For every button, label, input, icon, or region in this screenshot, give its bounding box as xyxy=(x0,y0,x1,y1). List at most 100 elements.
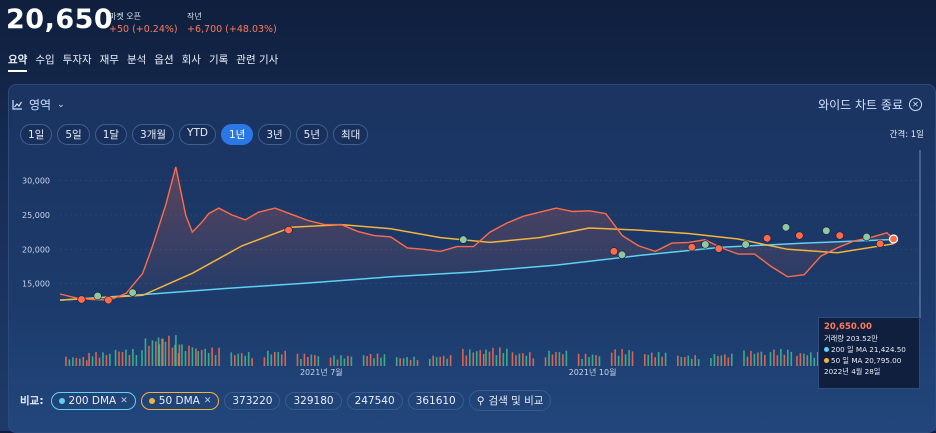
volume-bar xyxy=(664,352,667,366)
tab-company[interactable]: 회사 xyxy=(181,54,201,66)
event-marker[interactable] xyxy=(763,234,772,243)
volume-bar xyxy=(720,355,723,366)
tooltip-volume: 거래량 203.52만 xyxy=(824,334,878,343)
close-icon[interactable]: ✕ xyxy=(203,395,212,406)
compare-ticker-329180[interactable]: 329180 xyxy=(285,391,342,410)
volume-bar xyxy=(449,355,452,366)
event-marker[interactable] xyxy=(781,223,791,232)
range-max[interactable]: 최대 xyxy=(333,124,369,145)
tab-summary[interactable]: 요약 xyxy=(8,52,28,72)
volume-bar xyxy=(591,354,594,366)
volume-bar xyxy=(511,352,514,366)
volume-bar xyxy=(657,352,660,366)
volume-bar xyxy=(162,338,164,366)
volume-bar xyxy=(555,351,557,366)
market-open-label: 마켓 오픈 xyxy=(109,12,141,21)
tab-analysis[interactable]: 분석 xyxy=(126,54,147,66)
volume-bar xyxy=(158,344,161,366)
tab-options[interactable]: 옵션 xyxy=(154,54,174,66)
compare-ticker-373220[interactable]: 373220 xyxy=(224,391,281,410)
compare-chip-50dma[interactable]: 50 DMA ✕ xyxy=(140,391,220,410)
tab-history[interactable]: 기록 xyxy=(208,54,229,66)
volume-bar xyxy=(247,352,250,366)
event-marker[interactable] xyxy=(795,231,804,240)
range-5d[interactable]: 5일 xyxy=(57,124,90,145)
volume-bar xyxy=(314,355,316,366)
event-markers xyxy=(77,223,885,305)
tab-earnings[interactable]: 수입 xyxy=(35,54,55,66)
volume-bar xyxy=(274,352,276,366)
event-marker[interactable] xyxy=(77,295,86,304)
volume-bar xyxy=(790,351,793,366)
compare-chip-200dma[interactable]: 200 DMA ✕ xyxy=(50,391,136,410)
event-marker[interactable] xyxy=(617,250,627,259)
tab-news[interactable]: 관련 기사 xyxy=(236,54,279,66)
compare-ticker-361610[interactable]: 361610 xyxy=(407,391,464,410)
interval-label[interactable]: 간격: 1일 xyxy=(889,130,924,140)
volume-bar xyxy=(168,335,170,366)
volume-bar xyxy=(333,355,335,366)
tab-financials[interactable]: 재무 xyxy=(99,54,119,66)
volume-bar xyxy=(174,344,176,366)
range-ytd[interactable]: YTD xyxy=(179,124,216,145)
volume-bar xyxy=(380,357,382,366)
event-marker[interactable] xyxy=(459,235,468,244)
volume-bar xyxy=(760,351,763,366)
volume-bar xyxy=(813,357,816,366)
volume-bar xyxy=(406,357,408,366)
volume-bars xyxy=(65,335,891,366)
range-1m[interactable]: 1달 xyxy=(94,124,128,145)
event-marker[interactable] xyxy=(835,231,844,240)
volume-bar xyxy=(188,345,190,366)
event-marker[interactable] xyxy=(701,240,710,249)
year-change-value: +6,700 (+48.03%) xyxy=(187,24,277,35)
event-marker[interactable] xyxy=(741,240,750,249)
volume-bar xyxy=(267,350,269,366)
event-marker[interactable] xyxy=(862,232,871,242)
event-marker[interactable] xyxy=(822,226,831,235)
volume-bar xyxy=(690,358,693,366)
volume-bar xyxy=(687,355,690,366)
volume-bar xyxy=(710,358,712,366)
event-marker[interactable] xyxy=(714,244,723,253)
volume-bar xyxy=(347,355,349,366)
exit-wide-chart-button[interactable]: 와이드 차트 종료 ✕ xyxy=(818,96,922,113)
event-marker[interactable] xyxy=(128,288,137,297)
volume-bar xyxy=(482,353,485,366)
volume-bar xyxy=(717,355,719,366)
volume-bar xyxy=(340,355,342,366)
event-marker[interactable] xyxy=(875,239,885,248)
volume-bar xyxy=(181,344,183,366)
tab-investors[interactable]: 투자자 xyxy=(62,54,92,66)
search-compare-button[interactable]: ⚲ 검색 및 비교 xyxy=(468,390,552,411)
volume-bar xyxy=(284,350,287,366)
volume-bar xyxy=(148,345,150,366)
volume-bar xyxy=(697,359,700,366)
range-3y[interactable]: 3년 xyxy=(258,124,291,145)
close-icon[interactable]: ✕ xyxy=(120,395,128,406)
ma200-dot-icon xyxy=(58,397,65,404)
event-marker[interactable] xyxy=(284,225,293,235)
range-selector: 1일 5일 1달 3개월 YTD 1년 3년 5년 최대 xyxy=(20,124,369,145)
event-marker[interactable] xyxy=(609,247,618,256)
range-3m[interactable]: 3개월 xyxy=(132,124,175,145)
volume-bar xyxy=(157,337,160,366)
volume-bar xyxy=(551,354,554,366)
volume-bar xyxy=(211,347,213,366)
volume-bar xyxy=(661,356,663,366)
event-marker[interactable] xyxy=(104,296,113,305)
volume-bar xyxy=(683,357,686,366)
range-5y[interactable]: 5년 xyxy=(295,124,328,145)
chart-type-selector[interactable]: 영역 ⌄ xyxy=(12,96,65,113)
volume-bar xyxy=(647,354,650,366)
volume-bar xyxy=(743,350,745,366)
event-marker[interactable] xyxy=(93,291,102,301)
range-1y[interactable]: 1년 xyxy=(220,124,254,145)
compare-ticker-247540[interactable]: 247540 xyxy=(346,391,403,410)
event-marker[interactable] xyxy=(687,243,696,252)
volume-bar xyxy=(175,335,177,366)
volume-bar xyxy=(544,357,547,366)
range-1d[interactable]: 1일 xyxy=(20,124,53,145)
hover-tooltip: 20,650.00 거래량 203.52만 200 일 MA 21,424.50… xyxy=(818,317,920,389)
